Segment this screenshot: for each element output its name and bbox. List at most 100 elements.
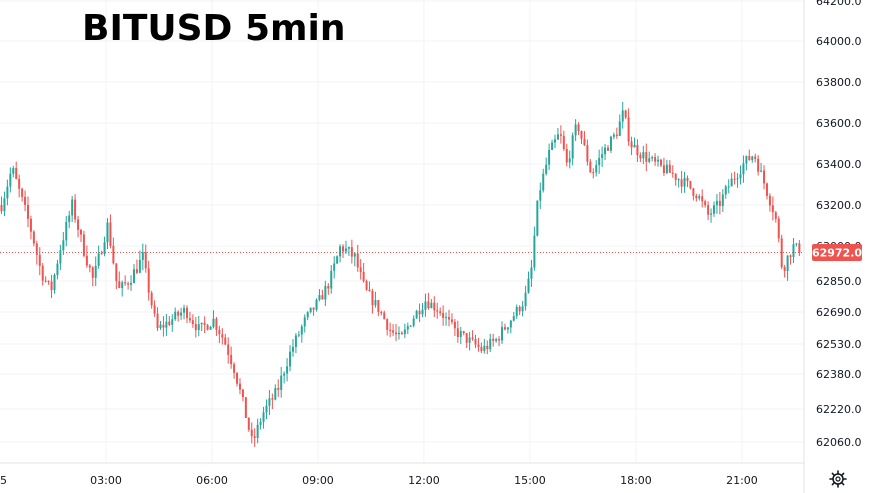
candle-down [448,317,451,320]
candle-down [498,339,501,341]
candle-up [574,124,577,136]
candle-up [171,319,174,325]
price-axis[interactable]: 64200.0 64000.0 63800.0 63600.0 63400.0 63200… [816,0,862,449]
candle-down [462,331,465,334]
candle-up [265,405,268,413]
candle-up [712,205,715,214]
candle-up [533,235,536,268]
candle-down [565,148,568,163]
candle-down [400,332,403,335]
candle-up [621,110,624,122]
candle-down [592,172,595,174]
candle-up [556,134,559,140]
candle-down [312,307,315,310]
candle-down [77,219,80,230]
candle-down [518,306,521,312]
candle-down [615,134,618,136]
candle-up [333,263,336,271]
x-tick-label: 5 [0,474,7,487]
candle-down [392,330,395,333]
x-tick-label: 06:00 [196,474,228,487]
candle-down [453,321,456,329]
candle-up [121,282,124,289]
last-price-label: 62972.0 [812,244,862,262]
candle-up [300,326,303,335]
candle-down [389,329,392,331]
candle-up [524,292,527,307]
candle-down [427,301,430,309]
candle-up [727,186,730,188]
candle-down [168,321,171,325]
y-tick-label: 62850.0 [816,275,862,288]
candle-down [238,383,241,390]
candle-down [606,147,609,151]
candle-up [274,387,277,400]
candle-down [492,338,495,341]
candle-up [698,196,701,199]
candle-down [471,337,474,339]
candle-down [321,295,324,300]
candle-down [680,179,683,187]
candle-down [29,218,32,232]
candle-down [395,332,398,335]
candle-down [271,398,274,400]
candle-up [742,163,745,175]
candle-down [215,318,218,330]
candle-down [433,302,436,311]
candle-up [601,154,604,158]
candle-down [580,130,583,139]
candle-up [612,134,615,137]
y-tick-label: 63400.0 [816,158,862,171]
candle-down [450,319,453,322]
candle-down [224,337,227,345]
candle-down [777,218,780,239]
candle-up [642,152,645,159]
candle-down [147,268,150,293]
candle-down [692,188,695,196]
candle-up [3,198,6,212]
candle-up [59,250,62,264]
candle-down [436,310,439,312]
candle-up [283,373,286,376]
candle-down [230,354,233,365]
candle-up [421,309,424,315]
candle-down [221,334,224,338]
candle-up [397,332,400,335]
candle-down [383,312,386,320]
candles-layer [0,102,801,447]
candle-down [480,347,483,351]
candle-up [468,337,471,343]
candle-up [710,213,713,215]
candle-down [630,141,633,148]
candle-up [53,274,56,291]
candle-down [350,247,353,257]
candle-up [542,173,545,191]
candle-up [751,156,754,160]
time-axis[interactable]: 5 03:00 06:00 09:00 12:00 15:00 18:00 21:00 [0,474,758,487]
candle-up [657,159,660,162]
candle-down [456,328,459,337]
candle-down [18,178,21,189]
candle-up [297,334,300,336]
candle-up [94,265,97,278]
candle-up [339,246,342,257]
candle-down [718,200,721,206]
candle-up [554,139,557,143]
candle-down [82,234,85,256]
candle-down [241,389,244,398]
y-tick-label: 62220.0 [816,403,862,416]
candle-up [501,327,504,341]
candle-down [327,285,330,289]
candle-down [559,134,562,136]
candle-down [15,168,18,179]
candle-down [586,145,589,162]
candle-up [571,135,574,159]
candle-up [280,375,283,390]
candle-up [103,242,106,254]
candle-down [124,282,127,284]
gear-icon[interactable] [829,470,847,488]
candle-down [26,204,29,219]
candle-up [760,170,763,172]
candle-up [318,295,321,300]
